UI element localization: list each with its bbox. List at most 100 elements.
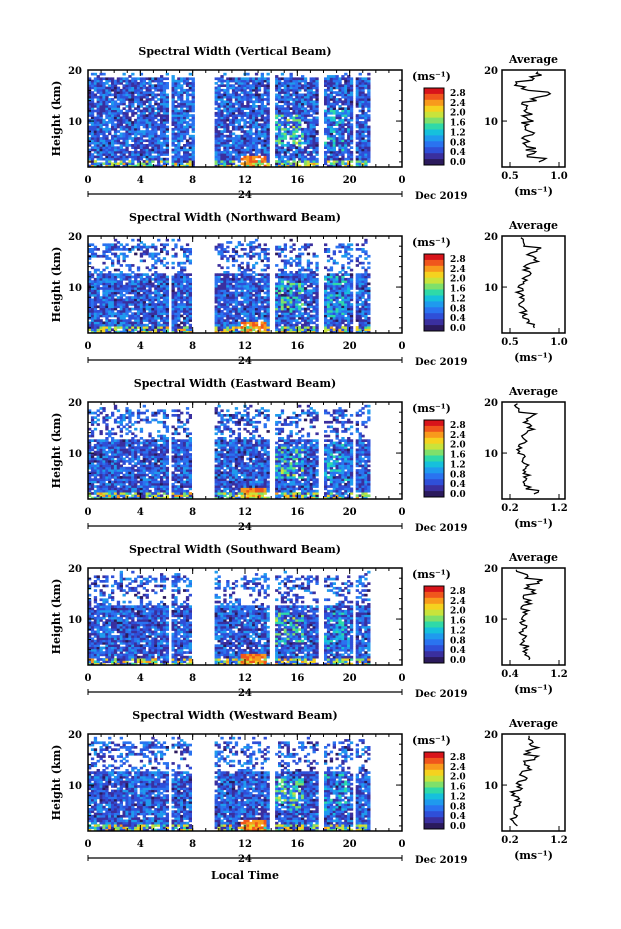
heatmap-cell <box>240 328 244 332</box>
heatmap-cell <box>174 243 178 247</box>
heatmap-cell <box>99 287 103 290</box>
heatmap-cell <box>332 150 336 154</box>
heatmap-cell <box>180 160 184 163</box>
heatmap-cell <box>165 296 169 299</box>
heatmap-cell <box>226 271 230 274</box>
heatmap-cell <box>295 264 299 267</box>
heatmap-cell <box>157 275 161 279</box>
heatmap-cell <box>217 155 221 159</box>
heatmap-cell <box>183 77 187 81</box>
heatmap-cell <box>148 134 152 138</box>
heatmap-cell <box>240 307 244 311</box>
heatmap-cell <box>185 328 190 332</box>
heatmap-cell <box>226 273 230 276</box>
heatmap-cell <box>136 91 141 94</box>
heatmap-cell <box>154 134 158 138</box>
heatmap-cell <box>214 114 218 117</box>
heatmap-cell <box>309 150 313 154</box>
heatmap-cell <box>177 238 181 242</box>
heatmap-cell <box>154 111 158 115</box>
heatmap-cell <box>134 164 138 168</box>
heatmap-cell <box>102 141 106 145</box>
heatmap-cell <box>223 287 227 290</box>
heatmap-cell <box>243 287 247 290</box>
heatmap-cell <box>217 105 221 108</box>
heatmap-cell <box>306 93 311 97</box>
heatmap-cell <box>145 162 149 166</box>
heatmap-cell <box>128 100 132 104</box>
heatmap-cell <box>326 86 331 90</box>
heatmap-cell <box>131 248 135 251</box>
heatmap-cell <box>165 139 169 143</box>
heatmap-cell <box>367 100 371 104</box>
heatmap-cell <box>303 298 308 302</box>
heatmap-cell <box>246 100 250 104</box>
heatmap-cell <box>142 114 146 117</box>
heatmap-cell <box>280 310 285 313</box>
heatmap-cell <box>254 150 259 154</box>
heatmap-cell <box>309 130 313 133</box>
heatmap-cell <box>171 305 175 309</box>
heatmap-cell <box>292 153 296 156</box>
heatmap-cell <box>162 280 167 283</box>
heatmap-cell <box>151 312 155 315</box>
heatmap-cell <box>283 144 287 147</box>
heatmap-cell <box>185 277 190 281</box>
heatmap-cell <box>237 287 241 290</box>
heatmap-cell <box>292 277 296 281</box>
heatmap-cell <box>188 282 192 286</box>
heatmap-cell <box>278 148 282 152</box>
heatmap-cell <box>301 280 305 283</box>
heatmap-cell <box>341 132 345 136</box>
heatmap-cell <box>246 289 250 293</box>
heatmap-cell <box>231 86 236 90</box>
heatmap-cell <box>119 287 123 290</box>
heatmap-cell <box>283 86 287 90</box>
heatmap-cell <box>286 261 290 265</box>
heatmap-cell <box>249 98 253 101</box>
colorbar-swatch <box>424 88 444 95</box>
heatmap-cell <box>131 79 135 83</box>
heatmap-cell <box>306 243 311 247</box>
heatmap-cell <box>154 93 158 97</box>
heatmap-cell <box>246 321 250 325</box>
heatmap-cell <box>252 303 256 306</box>
heatmap-cell <box>257 139 262 143</box>
heatmap-cell <box>93 102 98 106</box>
heatmap-cell <box>344 98 348 101</box>
heatmap-cell <box>99 98 103 101</box>
heatmap-cell <box>246 312 250 315</box>
heatmap-cell <box>113 116 118 120</box>
heatmap-cell <box>111 134 115 138</box>
heatmap-cell <box>142 245 146 249</box>
heatmap-cell <box>349 114 354 117</box>
heatmap-cell <box>358 146 362 149</box>
heatmap-cell <box>341 137 345 140</box>
heatmap-cell <box>240 109 244 113</box>
heatmap-cell <box>145 296 149 299</box>
heatmap-cell <box>263 155 267 159</box>
heatmap-cell <box>234 282 239 286</box>
heatmap-cell <box>257 277 262 281</box>
heatmap-cell <box>234 259 239 263</box>
heatmap-cell <box>183 275 187 279</box>
heatmap-cell <box>280 277 285 281</box>
heatmap-cell <box>131 123 135 126</box>
heatmap-cell <box>283 298 287 302</box>
heatmap-cell <box>286 316 290 320</box>
heatmap-cell <box>226 282 230 286</box>
heatmap-cell <box>142 250 146 253</box>
heatmap-cell <box>329 77 334 81</box>
heatmap-cell <box>136 121 141 124</box>
heatmap-cell <box>90 127 95 131</box>
heatmap-cell <box>223 328 227 332</box>
heatmap-cell <box>185 273 190 276</box>
heatmap-cell <box>99 127 103 131</box>
heatmap-cell <box>298 296 302 299</box>
heatmap-cell <box>108 88 112 92</box>
heatmap-cell <box>139 141 144 145</box>
heatmap-cell <box>125 287 129 290</box>
heatmap-cell <box>142 314 146 318</box>
heatmap-cell <box>243 98 247 101</box>
heatmap-cell <box>286 296 290 299</box>
